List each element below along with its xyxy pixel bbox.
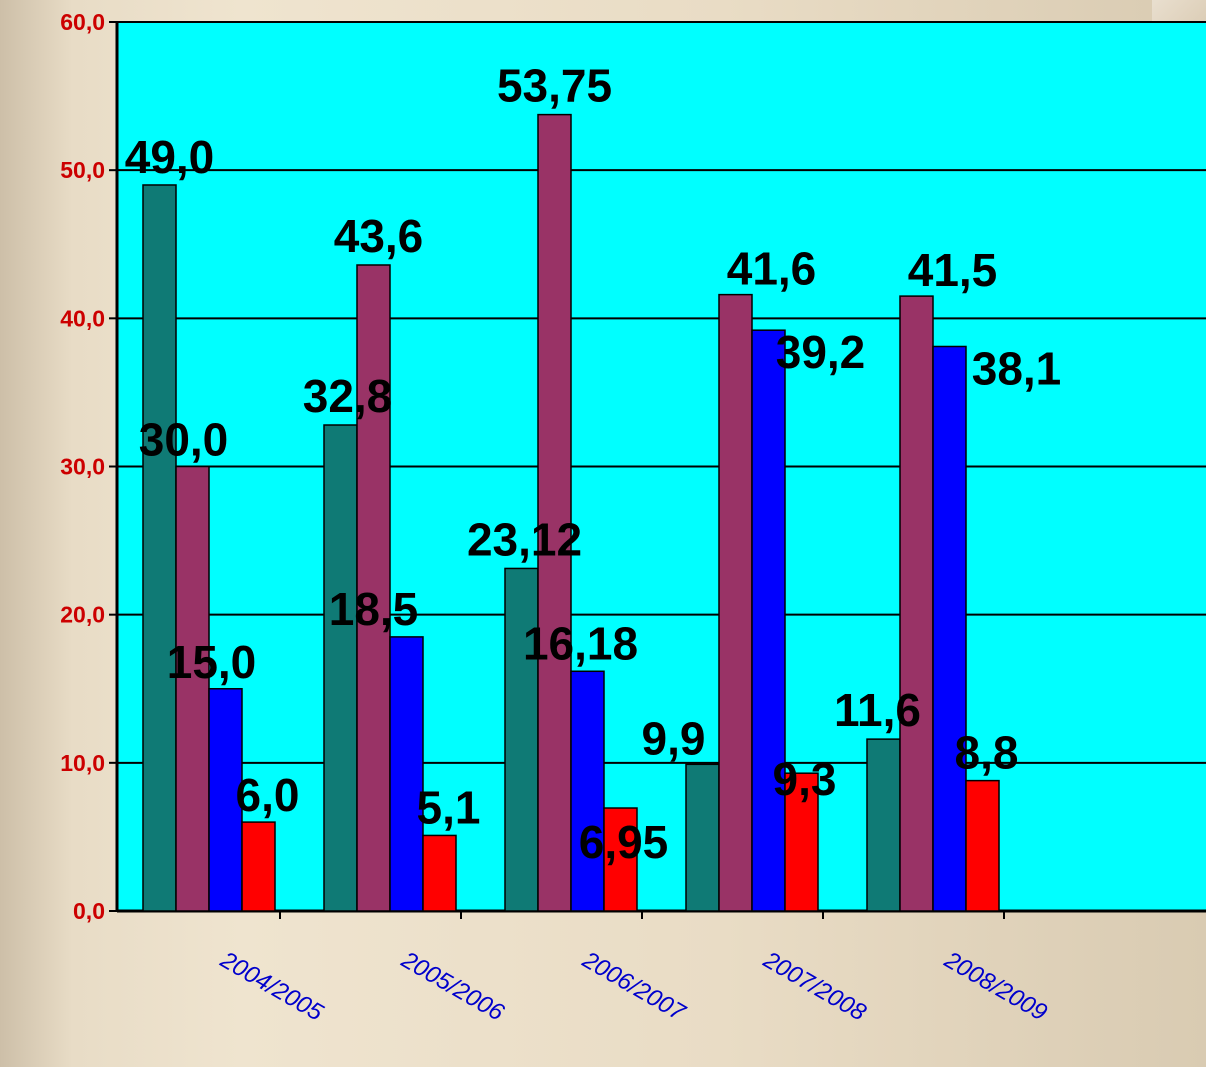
bar xyxy=(537,113,572,912)
bar xyxy=(603,807,638,912)
data-label: 6,95 xyxy=(579,816,669,868)
data-label: 39,2 xyxy=(776,326,866,378)
y-tick-label: 10,0 xyxy=(60,750,105,776)
x-tick-label: 2004/2005 xyxy=(215,946,328,1027)
bar xyxy=(570,670,605,912)
y-tick-label: 50,0 xyxy=(60,157,105,183)
bar xyxy=(142,184,177,912)
bar xyxy=(422,834,457,912)
bar xyxy=(784,772,819,912)
data-label: 43,6 xyxy=(334,210,424,262)
bar xyxy=(751,329,786,912)
bar xyxy=(718,293,753,912)
data-label: 16,18 xyxy=(523,617,638,669)
data-label: 6,0 xyxy=(236,769,300,821)
data-label: 41,5 xyxy=(908,244,998,296)
y-tick-label: 20,0 xyxy=(60,602,105,628)
bar xyxy=(866,738,901,912)
data-label: 38,1 xyxy=(972,342,1062,394)
data-label: 49,0 xyxy=(125,131,215,183)
bar xyxy=(685,763,720,912)
y-tick-label: 40,0 xyxy=(60,305,105,331)
data-label: 8,8 xyxy=(955,727,1019,779)
data-label: 5,1 xyxy=(417,781,481,833)
y-tick-label: 30,0 xyxy=(60,454,105,480)
bar xyxy=(175,465,210,912)
x-tick-label: 2008/2009 xyxy=(939,946,1052,1027)
bar xyxy=(323,424,358,912)
bar xyxy=(965,779,1000,912)
data-label: 15,0 xyxy=(167,636,257,688)
bar xyxy=(356,264,391,912)
data-label: 9,3 xyxy=(773,753,837,805)
x-tick-label: 2005/2006 xyxy=(396,946,509,1027)
bar xyxy=(504,567,539,912)
data-label: 11,6 xyxy=(834,684,921,736)
y-tick-label: 60,0 xyxy=(60,9,105,35)
data-label: 30,0 xyxy=(139,414,229,466)
x-tick-label: 2006/2007 xyxy=(577,946,691,1027)
bar xyxy=(932,345,967,912)
bar xyxy=(208,688,243,912)
data-label: 23,12 xyxy=(467,513,582,565)
bar xyxy=(389,636,424,912)
data-label: 18,5 xyxy=(329,583,419,635)
bar xyxy=(899,295,934,912)
bar xyxy=(241,821,276,912)
x-tick-label: 2007/2008 xyxy=(758,946,871,1027)
y-tick-label: 0,0 xyxy=(73,898,105,924)
data-label: 9,9 xyxy=(642,712,706,764)
data-label: 53,75 xyxy=(497,60,612,112)
data-label: 41,6 xyxy=(727,243,817,295)
data-label: 32,8 xyxy=(303,370,393,422)
